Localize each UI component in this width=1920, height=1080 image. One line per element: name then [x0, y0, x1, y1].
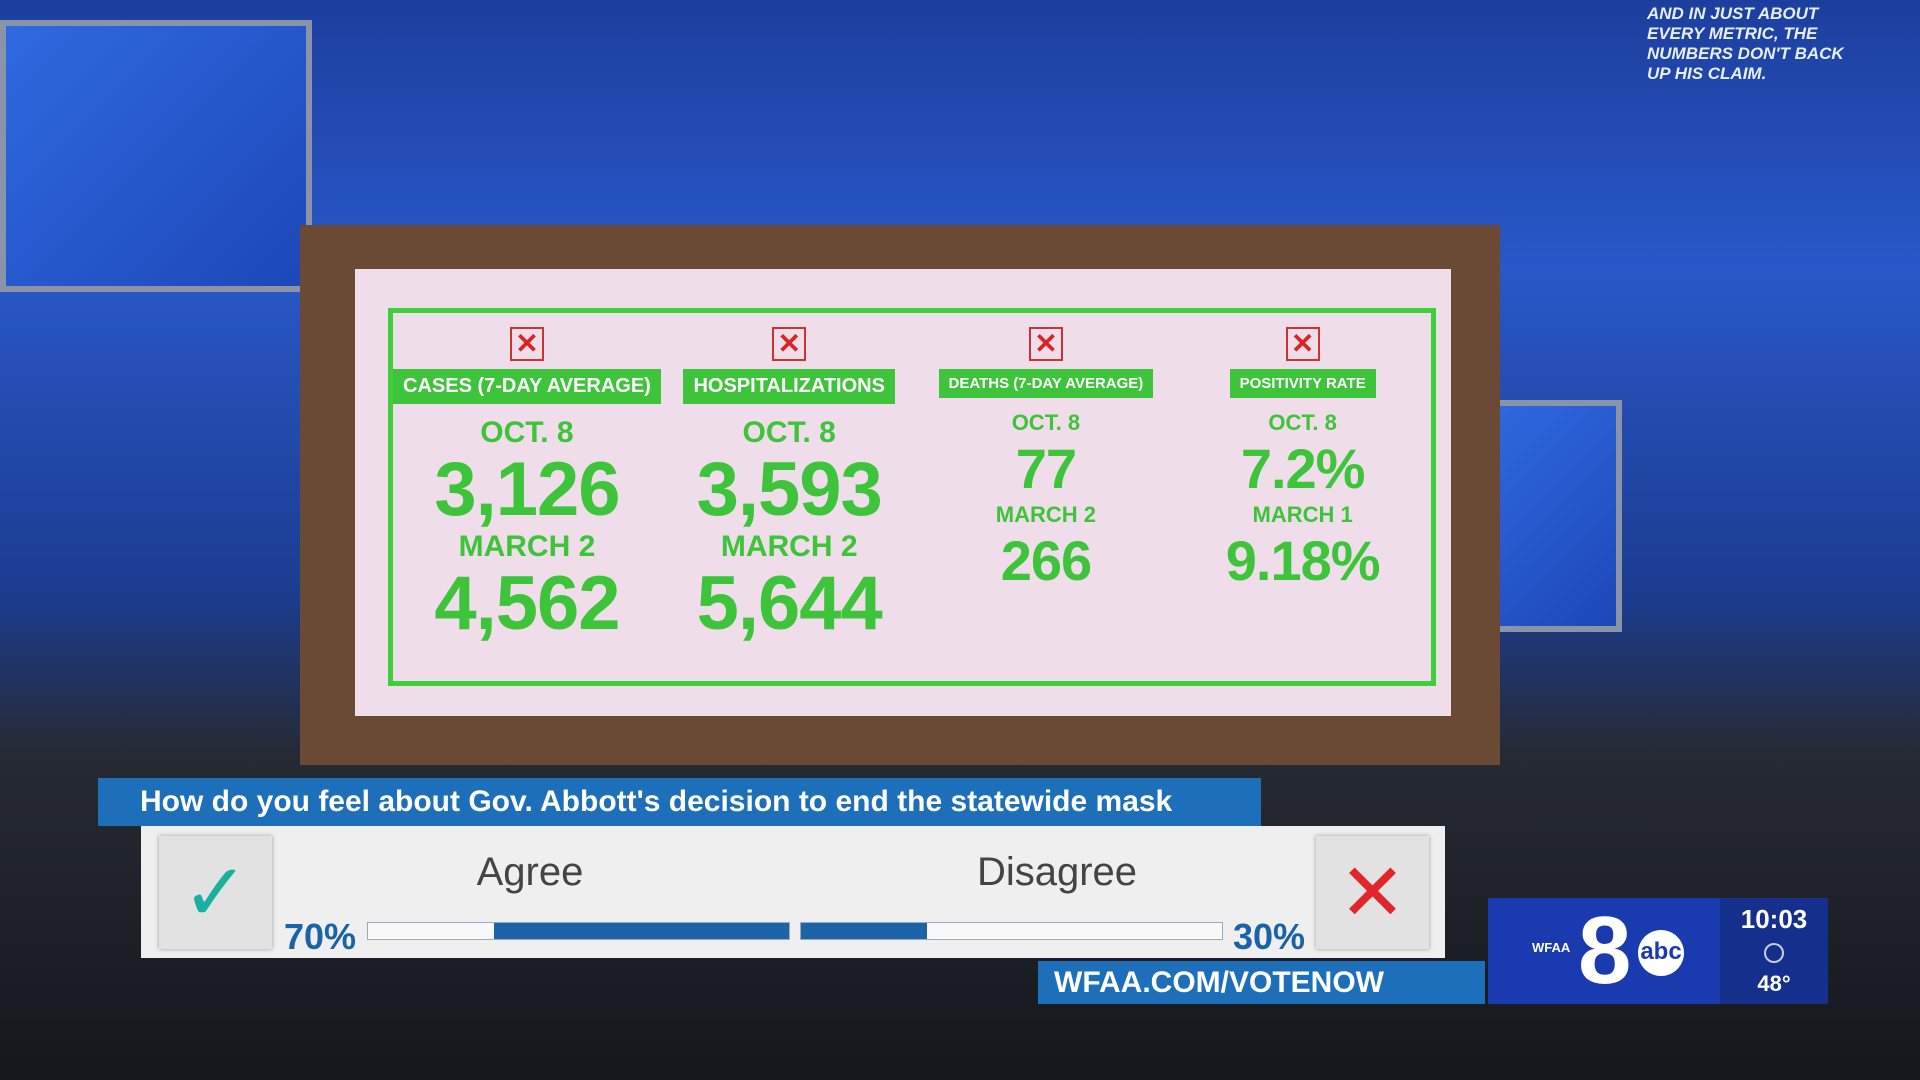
- row-label: MARCH 2: [720, 530, 858, 563]
- column-header: HOSPITALIZATIONS: [683, 369, 895, 404]
- agree-icon[interactable]: ✓: [159, 836, 272, 949]
- row-value: 77: [1015, 437, 1077, 500]
- disagree-label: Disagree: [976, 850, 1138, 894]
- disagree-icon[interactable]: ✕: [1316, 836, 1429, 949]
- row-label: MARCH 2: [995, 502, 1097, 527]
- row-label: OCT. 8: [742, 416, 836, 449]
- weather-icon: [1764, 943, 1784, 963]
- row-value: 9.18%: [1225, 529, 1381, 592]
- board-column: ✕ DEATHS (7-DAY AVERAGE) OCT. 8 77 MARCH 2 26…: [918, 313, 1175, 681]
- board-column: ✕ HOSPITALIZATIONS OCT. 8 3,593 MARCH 2 5,644: [661, 313, 918, 681]
- disagree-percent: 30%: [1233, 916, 1306, 957]
- disagree-track: [800, 922, 1223, 940]
- clock: 10:03 48°: [1720, 898, 1828, 1004]
- row-label: OCT. 8: [1268, 410, 1337, 435]
- row-label: MARCH 2: [458, 530, 596, 563]
- channel: 8: [1578, 897, 1632, 1004]
- board-column: ✕ POSITIVITY RATE OCT. 8 7.2% MARCH 1 9.18%: [1174, 313, 1431, 681]
- agree-track: [367, 922, 790, 940]
- board: [355, 269, 1451, 716]
- x-icon: ✕: [772, 327, 807, 361]
- studio-screen: [0, 20, 312, 292]
- corner-caption: AND IN JUST ABOUT EVERY METRIC, THE NUMB…: [1647, 4, 1844, 83]
- row-value: 7.2%: [1240, 437, 1366, 500]
- network: abc: [1638, 930, 1684, 976]
- row-label: OCT. 8: [480, 416, 574, 449]
- row-value: 3,126: [434, 447, 620, 532]
- poll-box: ✓ ✕ Agree Disagree 70% 30%: [141, 826, 1445, 958]
- time: 10:03: [1740, 904, 1808, 934]
- disagree-bar: [801, 923, 928, 939]
- row-label: MARCH 1: [1252, 502, 1353, 527]
- column-header: POSITIVITY RATE: [1229, 369, 1376, 398]
- call-sign: WFAA: [1532, 940, 1571, 955]
- poll-question: How do you feel about Gov. Abbott's deci…: [98, 778, 1261, 866]
- column-header: CASES (7-DAY AVERAGE): [393, 369, 661, 404]
- agree-percent: 70%: [284, 916, 357, 957]
- vote-url[interactable]: WFAA.COM/VOTENOW: [1038, 961, 1485, 1004]
- studio-screen: [1480, 400, 1622, 632]
- row-value: 4,562: [434, 561, 620, 646]
- x-icon: ✕: [1028, 327, 1063, 361]
- column-header: DEATHS (7-DAY AVERAGE): [938, 369, 1154, 398]
- agree-label: Agree: [476, 850, 584, 894]
- x-icon: ✕: [509, 327, 544, 361]
- station-logo: WFAA 8 abc: [1488, 898, 1720, 1004]
- row-value: 5,644: [696, 561, 883, 646]
- temperature: 48°: [1757, 971, 1791, 996]
- row-value: 266: [1000, 529, 1092, 592]
- row-label: OCT. 8: [1011, 410, 1081, 435]
- board-column: ✕ CASES (7-DAY AVERAGE) OCT. 8 3,126 MARCH 2…: [393, 313, 661, 681]
- row-value: 3,593: [696, 447, 883, 532]
- agree-bar: [494, 923, 789, 939]
- x-icon: ✕: [1285, 327, 1320, 361]
- board-frame: ✕ CASES (7-DAY AVERAGE) OCT. 8 3,126 MARCH 2…: [388, 308, 1436, 686]
